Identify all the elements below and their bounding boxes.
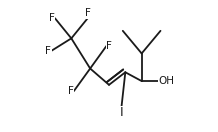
- Text: F: F: [49, 13, 55, 23]
- Text: F: F: [106, 41, 112, 51]
- Text: F: F: [68, 86, 74, 96]
- Text: F: F: [85, 8, 91, 18]
- Text: OH: OH: [158, 76, 174, 86]
- Text: F: F: [45, 46, 51, 56]
- Text: I: I: [120, 106, 123, 119]
